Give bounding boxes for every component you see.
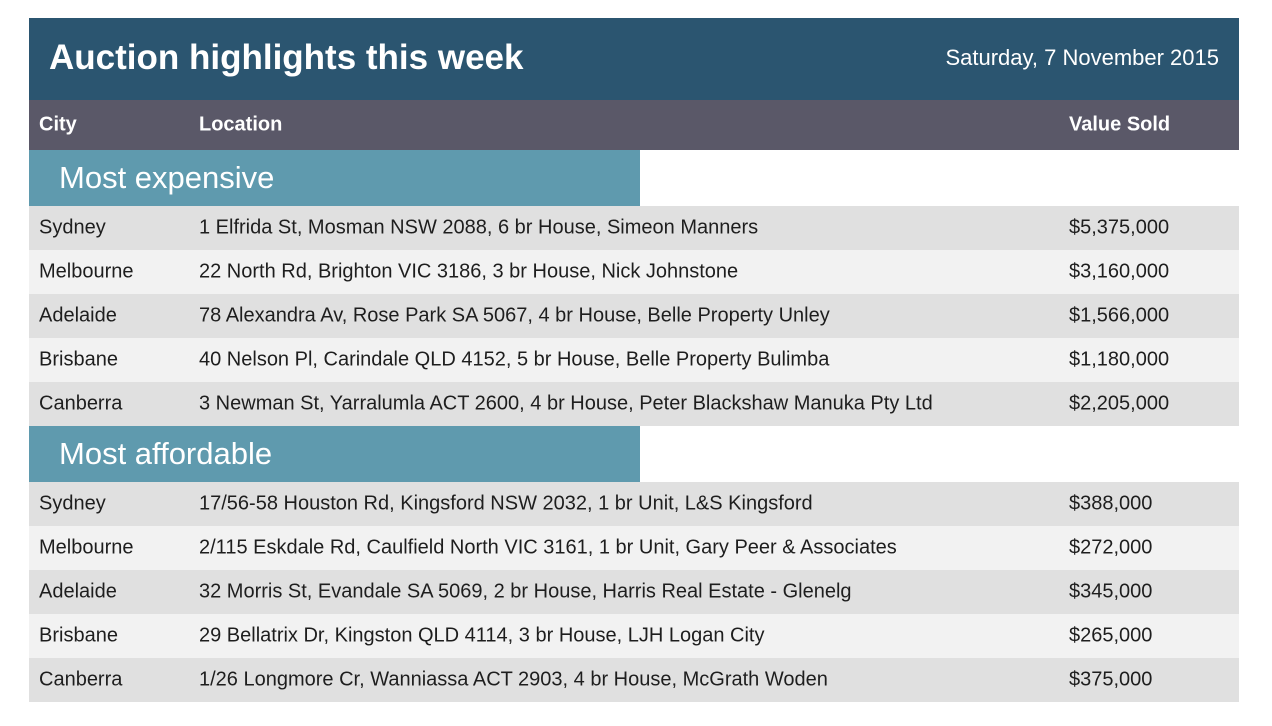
value-sold: $3,160,000	[1069, 260, 1170, 283]
table-row: Brisbane 40 Nelson Pl, Carindale QLD 4152…	[29, 338, 1239, 382]
value-sold: $1,566,000	[1069, 304, 1170, 327]
column-title: City	[39, 113, 77, 136]
section-header: Most expensive	[29, 150, 1239, 206]
location: 40 Nelson Pl, Carindale QLD 4152, 5 br H…	[199, 348, 830, 371]
title: Auction highlights this week	[49, 38, 524, 77]
value-sold: $2,205,000	[1069, 392, 1170, 415]
city: Canberra	[39, 392, 123, 415]
column-title: Value Sold	[1069, 113, 1171, 136]
value-sold: $345,000	[1069, 580, 1153, 603]
table-row: Sydney 17/56-58 Houston Rd, Kingsford NSW…	[29, 482, 1239, 526]
city: Sydney	[39, 216, 106, 239]
table-row: Canberra 1/26 Longmore Cr, Wanniassa ACT …	[29, 658, 1239, 702]
location: 17/56-58 Houston Rd, Kingsford NSW 2032,…	[199, 492, 813, 515]
section-label: Most affordable	[29, 426, 640, 482]
location: 22 North Rd, Brighton VIC 3186, 3 br Hou…	[199, 260, 739, 283]
table-row: Brisbane 29 Bellatrix Dr, Kingston QLD 41…	[29, 614, 1239, 658]
section-header: Most affordable	[29, 426, 1239, 482]
location: 1 Elfrida St, Mosman NSW 2088, 6 br Hous…	[199, 216, 759, 239]
city: Brisbane	[39, 624, 118, 647]
city: Sydney	[39, 492, 106, 515]
banner: Auction highlights this week Saturday, 7…	[29, 18, 1239, 100]
column-header: City Location Value Sold	[29, 100, 1239, 150]
table-body: Most expensive Sydney 1 Elfrida St, Mosman…	[29, 150, 1239, 702]
value-sold: $5,375,000	[1069, 216, 1170, 239]
value-sold: $265,000	[1069, 624, 1153, 647]
location: 32 Morris St, Evandale SA 5069, 2 br Hou…	[199, 580, 852, 603]
location: 78 Alexandra Av, Rose Park SA 5067, 4 br…	[199, 304, 830, 327]
table-row: Melbourne 22 North Rd, Brighton VIC 3186,…	[29, 250, 1239, 294]
table-row: Canberra 3 Newman St, Yarralumla ACT 2600…	[29, 382, 1239, 426]
table-row: Sydney 1 Elfrida St, Mosman NSW 2088, 6 b…	[29, 206, 1239, 250]
table: Auction highlights this week Saturday, 7…	[29, 18, 1239, 702]
city: Adelaide	[39, 304, 117, 327]
city: Melbourne	[39, 536, 134, 559]
table-row: Adelaide 78 Alexandra Av, Rose Park SA 50…	[29, 294, 1239, 338]
value-sold: $388,000	[1069, 492, 1153, 515]
location: 1/26 Longmore Cr, Wanniassa ACT 2903, 4 …	[199, 668, 828, 691]
city: Adelaide	[39, 580, 117, 603]
location: 2/115 Eskdale Rd, Caulfield North VIC 31…	[199, 536, 897, 559]
city: Melbourne	[39, 260, 134, 283]
column-title: Location	[199, 113, 283, 136]
table-row: Melbourne 2/115 Eskdale Rd, Caulfield Nor…	[29, 526, 1239, 570]
city: Canberra	[39, 668, 123, 691]
value-sold: $1,180,000	[1069, 348, 1170, 371]
date: Saturday, 7 November 2015	[945, 45, 1219, 70]
city: Brisbane	[39, 348, 118, 371]
table-row: Adelaide 32 Morris St, Evandale SA 5069, …	[29, 570, 1239, 614]
location: 3 Newman St, Yarralumla ACT 2600, 4 br H…	[199, 392, 933, 415]
location: 29 Bellatrix Dr, Kingston QLD 4114, 3 br…	[199, 624, 765, 647]
value-sold: $272,000	[1069, 536, 1153, 559]
section-label: Most expensive	[29, 150, 640, 206]
value-sold: $375,000	[1069, 668, 1153, 691]
